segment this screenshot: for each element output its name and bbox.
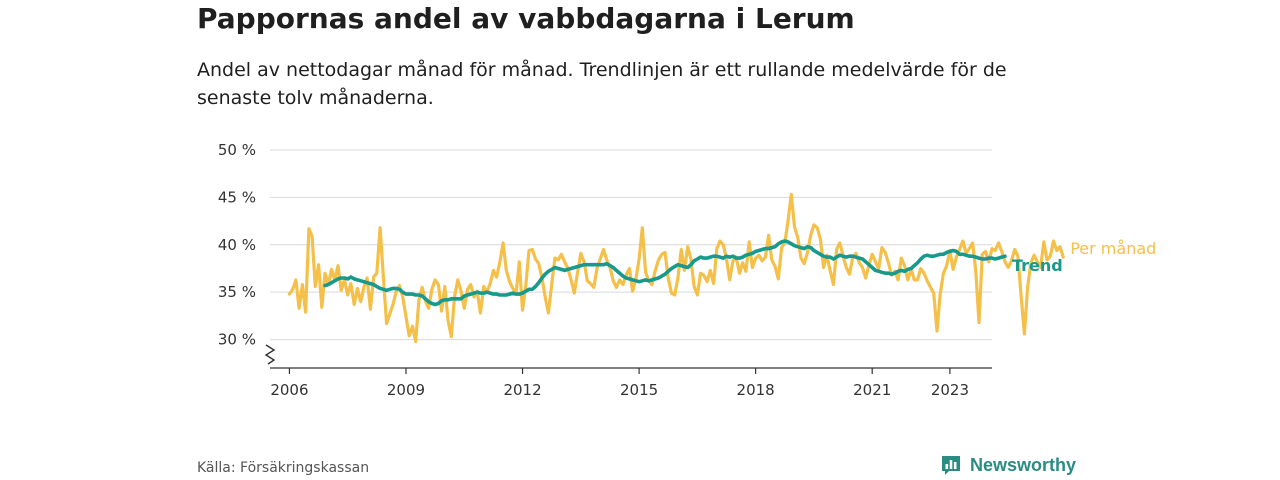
series-lines: [287, 192, 1065, 344]
chart-title: Pappornas andel av vabbdagarna i Lerum: [197, 2, 855, 35]
x-tick-label: 2021: [853, 381, 891, 399]
series-label-monthly: Per månad: [1070, 239, 1156, 258]
x-tick-label: 2015: [620, 381, 658, 399]
brand-name: Newsworthy: [970, 454, 1077, 475]
series-label-trend: Trend: [1012, 256, 1063, 275]
x-tick-label: 2018: [737, 381, 775, 399]
y-tick-label: 45 %: [218, 188, 256, 206]
series-line-monthly: [287, 192, 1065, 344]
bar-chart-icon: [942, 456, 960, 475]
axis-break-icon: [264, 344, 276, 365]
y-tick-label: 35 %: [218, 283, 256, 301]
x-axis: 2006 2009 2012 2015 2018 2021 2023: [264, 344, 992, 399]
brand-logo: Newsworthy: [940, 452, 1076, 478]
series-labels: Per månad Trend: [1012, 239, 1156, 275]
y-tick-label: 40 %: [218, 236, 256, 254]
x-tick-label: 2009: [387, 381, 425, 399]
series-line-trend: [323, 239, 1007, 307]
x-tick-label: 2006: [270, 381, 308, 399]
gridlines: 30 % 35 % 40 % 45 % 50 %: [218, 141, 992, 349]
y-tick-label: 50 %: [218, 141, 256, 159]
x-tick-label: 2023: [931, 381, 969, 399]
chart-subtitle: Andel av nettodagar månad för månad. Tre…: [197, 59, 1007, 109]
line-chart: 30 % 35 % 40 % 45 % 50 % 2006 2009 2012 2015 201…: [218, 141, 1156, 399]
y-tick-label: 30 %: [218, 331, 256, 349]
x-tick-label: 2012: [503, 381, 541, 399]
source-note: Källa: Försäkringskassan: [197, 460, 370, 476]
